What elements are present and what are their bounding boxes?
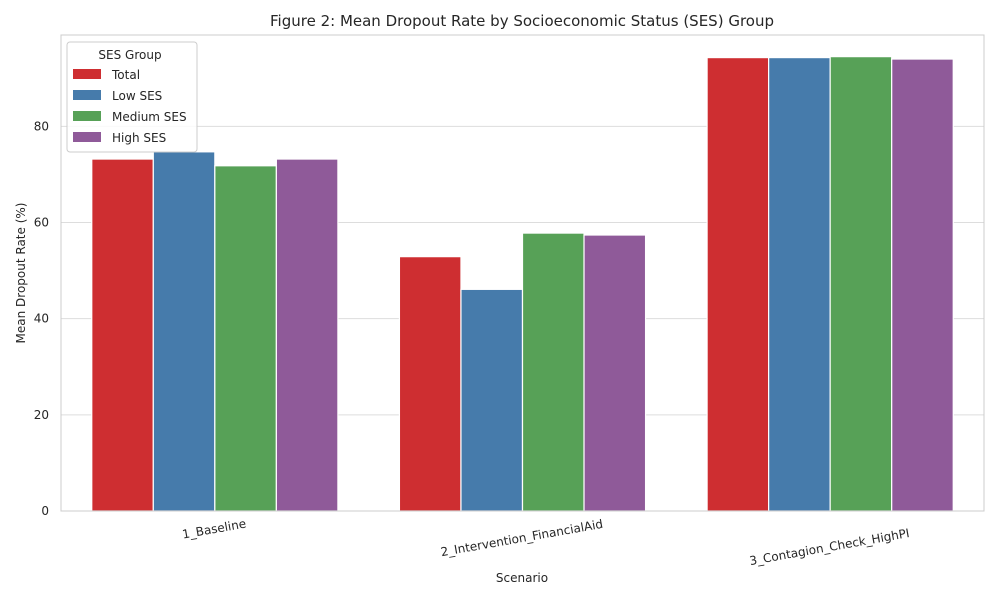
- bar: [460, 288, 524, 512]
- legend-title: SES Group: [98, 48, 161, 62]
- y-tick-label: 20: [34, 408, 49, 422]
- x-tick-label: 2_Intervention_FinancialAid: [440, 517, 605, 559]
- y-tick-labels: 0 20 40 60 80: [34, 119, 49, 518]
- bar: [91, 158, 154, 512]
- plot-frame: [60, 34, 985, 512]
- bar: [275, 158, 339, 512]
- chart-title: Figure 2: Mean Dropout Rate by Socioecon…: [270, 12, 774, 30]
- bar: [521, 232, 585, 512]
- bar: [152, 151, 216, 512]
- y-tick-label: 0: [41, 504, 49, 518]
- y-tick-label: 80: [34, 119, 49, 133]
- bar: [768, 56, 831, 512]
- legend-swatch: [73, 69, 101, 79]
- legend-label: High SES: [112, 131, 166, 145]
- x-axis-label: Scenario: [496, 571, 548, 585]
- x-tick-labels: 1_Baseline 2_Intervention_FinancialAid 3_C…: [181, 517, 910, 568]
- bar: [706, 56, 770, 512]
- y-tick-label: 40: [34, 312, 49, 326]
- legend-label: Low SES: [112, 89, 162, 103]
- x-tick-label: 3_Contagion_Check_HighPI: [748, 526, 910, 568]
- bar: [829, 56, 893, 512]
- x-tick-label: 1_Baseline: [181, 517, 247, 542]
- y-tick-label: 60: [34, 216, 49, 230]
- legend: SES Group Total Low SES Medium SES High SES: [66, 41, 198, 153]
- bar: [214, 165, 277, 512]
- bar: [398, 256, 462, 512]
- legend-swatch: [73, 90, 101, 100]
- legend-swatch: [73, 132, 101, 142]
- bar: [891, 58, 954, 512]
- legend-swatch: [73, 111, 101, 121]
- legend-label: Total: [111, 68, 140, 82]
- legend-label: Medium SES: [112, 110, 187, 124]
- bar: [583, 234, 647, 512]
- y-axis-label: Mean Dropout Rate (%): [14, 203, 28, 344]
- bars: [91, 56, 954, 512]
